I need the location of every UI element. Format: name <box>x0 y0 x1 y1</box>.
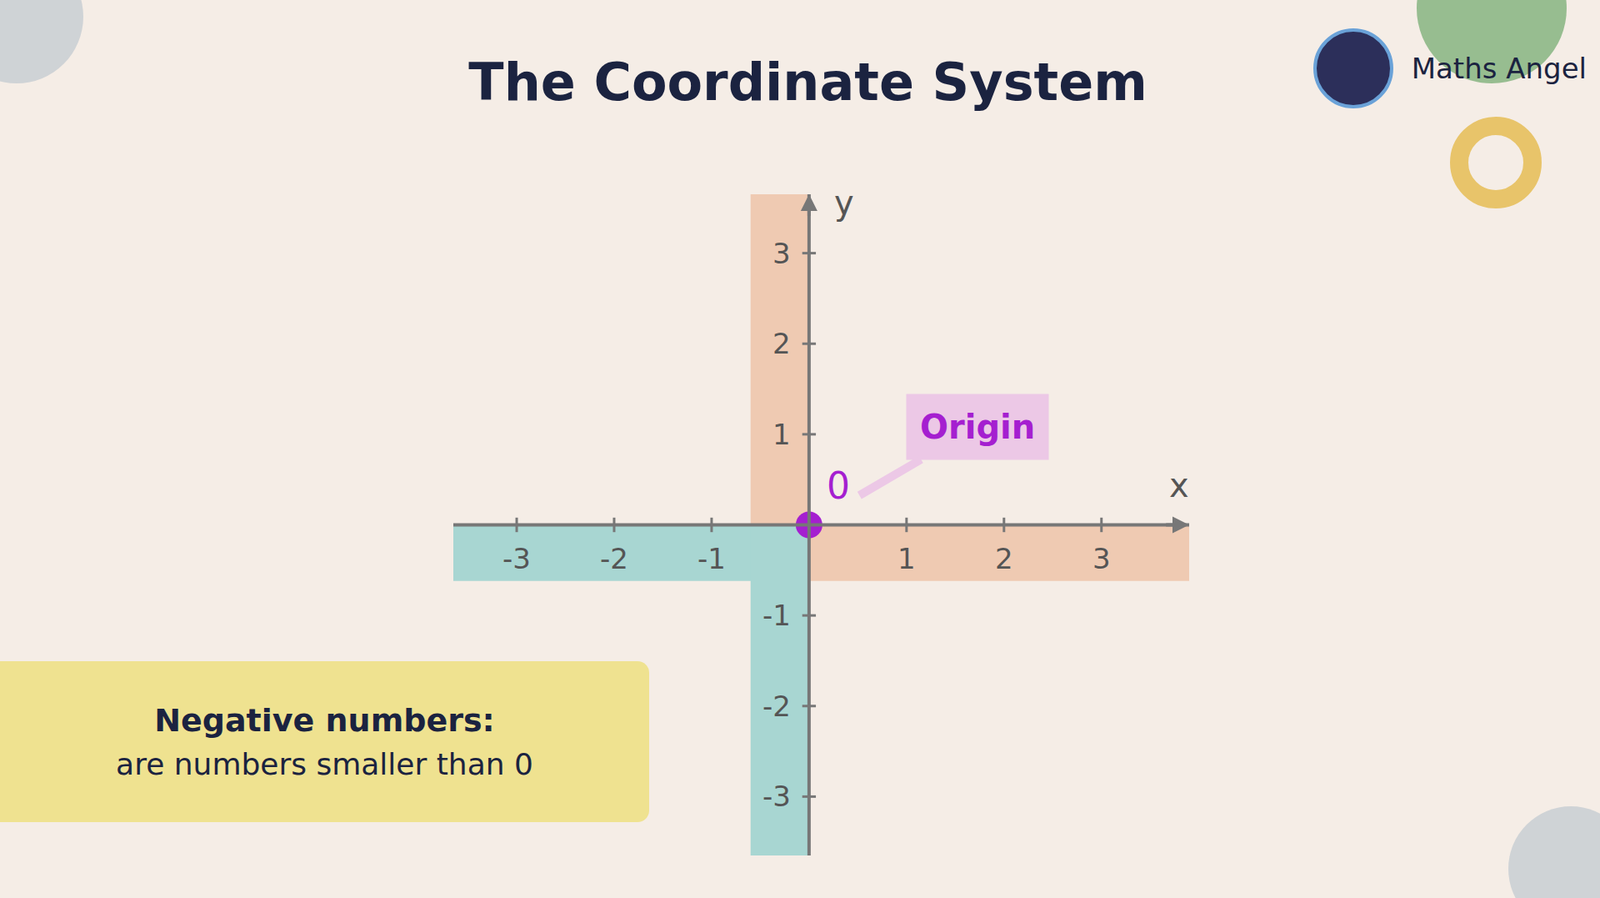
svg-text:-1: -1 <box>762 598 791 632</box>
svg-text:2: 2 <box>995 541 1014 575</box>
svg-text:3: 3 <box>1092 541 1111 575</box>
svg-text:x: x <box>1169 465 1190 505</box>
svg-text:-1: -1 <box>697 541 726 575</box>
svg-text:The Coordinate System: The Coordinate System <box>468 51 1147 113</box>
svg-text:-2: -2 <box>600 541 629 575</box>
svg-text:-3: -3 <box>502 541 531 575</box>
svg-text:1: 1 <box>772 417 791 451</box>
html-text:Negative numbers:: Negative numbers: <box>154 701 495 739</box>
svg-text:0: 0 <box>826 464 850 507</box>
svg-text:-2: -2 <box>762 689 791 723</box>
html-text:Maths Angel: Maths Angel <box>1411 51 1587 85</box>
html-text:are numbers smaller than 0: are numbers smaller than 0 <box>115 746 534 781</box>
svg-text:y: y <box>834 183 855 222</box>
svg-text:-3: -3 <box>762 779 791 813</box>
svg-text:1: 1 <box>897 541 916 575</box>
svg-text:Origin: Origin <box>920 407 1035 446</box>
svg-text:2: 2 <box>772 326 791 360</box>
svg-text:3: 3 <box>772 236 791 270</box>
